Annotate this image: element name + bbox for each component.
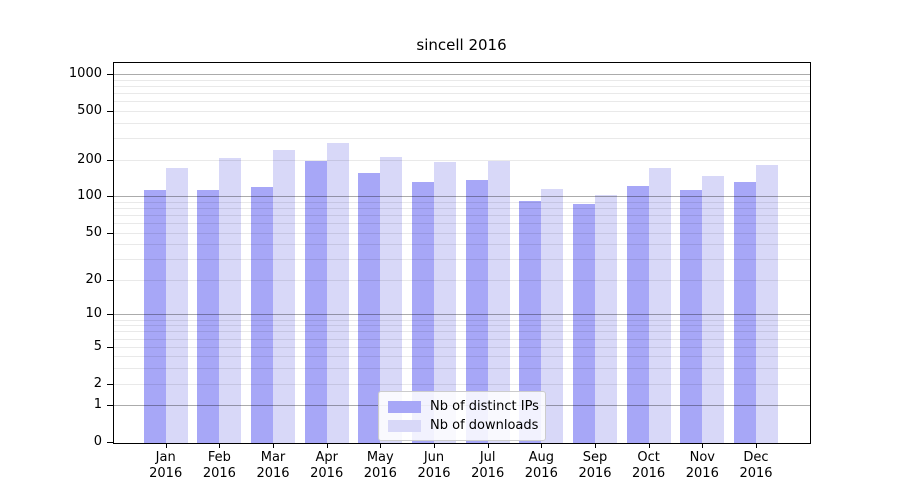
y-tick-label-100: 100 (77, 188, 102, 204)
bar-ips-nov (680, 189, 703, 443)
y-tick-label-1: 1 (93, 397, 102, 413)
x-tick-mark-feb (219, 444, 221, 448)
y-tick-label-5: 5 (93, 338, 102, 354)
x-tick-label-feb: Feb 2016 (202, 450, 236, 481)
y-tick-label-10: 10 (85, 306, 102, 322)
legend-label-distinct-ips: Nb of distinct IPs (430, 399, 539, 414)
bar-ips-jan (143, 190, 166, 443)
bar-downloads-jun (434, 161, 456, 443)
x-tick-label-may: May 2016 (363, 450, 397, 481)
y-tick-label-20: 20 (85, 272, 102, 287)
y-tick-mark-500 (107, 111, 113, 113)
bar-downloads-jan (165, 168, 188, 443)
x-tick-label-jun: Jun 2016 (417, 450, 451, 481)
legend-swatch-distinct-ips (388, 400, 421, 413)
x-tick-label-sep: Sep 2016 (578, 450, 612, 481)
x-tick-label-dec: Dec 2016 (739, 450, 773, 481)
y-tick-mark-100 (107, 196, 113, 198)
bar-downloads-apr (326, 142, 349, 443)
bar-downloads-nov (702, 175, 725, 443)
bar-ips-jun (412, 182, 434, 443)
bar-downloads-may (380, 156, 403, 443)
y-tick-label-500: 500 (77, 103, 102, 119)
bar-ips-apr (304, 161, 327, 443)
bar-downloads-feb (219, 158, 242, 443)
legend-label-downloads: Nb of downloads (430, 418, 539, 433)
x-tick-label-oct: Oct 2016 (632, 450, 666, 481)
x-tick-mark-dec (756, 444, 757, 448)
bars-layer (114, 63, 810, 443)
x-tick-mark-mar (273, 444, 274, 448)
bar-ips-jul (465, 180, 488, 443)
bar-ips-feb (197, 189, 220, 443)
x-tick-mark-oct (648, 444, 650, 448)
x-tick-label-jan: Jan 2016 (149, 450, 183, 481)
bar-downloads-mar (273, 150, 295, 443)
bar-ips-may (358, 173, 381, 443)
y-tick-mark-10 (107, 314, 113, 316)
y-tick-label-0: 0 (93, 434, 102, 450)
y-tick-mark-1000 (107, 74, 113, 76)
x-tick-label-nov: Nov 2016 (685, 450, 719, 481)
x-tick-mark-sep (595, 444, 596, 448)
bar-ips-sep (573, 203, 595, 443)
legend-swatch-downloads (388, 419, 421, 432)
x-tick-mark-jun (434, 444, 435, 448)
chart-title: sincell 2016 (416, 36, 507, 54)
x-tick-mark-apr (326, 444, 328, 448)
y-tick-label-1000: 1000 (68, 66, 102, 82)
y-tick-mark-200 (107, 159, 113, 161)
legend-entry-downloads: Nb of downloads (388, 417, 539, 434)
x-tick-mark-jan (165, 444, 167, 448)
y-tick-mark-5 (107, 346, 113, 348)
x-tick-mark-may (380, 444, 382, 448)
x-tick-mark-jul (487, 444, 489, 448)
bar-downloads-dec (756, 165, 778, 443)
x-tick-label-mar: Mar 2016 (256, 450, 290, 481)
bar-ips-mar (251, 186, 273, 443)
bar-downloads-sep (595, 194, 617, 443)
x-tick-label-jul: Jul 2016 (471, 450, 505, 481)
y-tick-mark-20 (107, 280, 113, 281)
legend: Nb of distinct IPs Nb of downloads (378, 391, 546, 441)
bar-ips-dec (734, 182, 756, 443)
bar-downloads-oct (648, 167, 671, 443)
bar-downloads-aug (541, 188, 564, 443)
x-tick-mark-nov (702, 444, 704, 448)
y-tick-mark-50 (107, 232, 113, 234)
y-tick-mark-0 (107, 442, 113, 444)
bar-downloads-jul (487, 161, 510, 443)
y-tick-label-200: 200 (77, 151, 102, 167)
y-tick-mark-2 (107, 383, 113, 385)
x-tick-label-aug: Aug 2016 (524, 450, 558, 481)
legend-entry-distinct-ips: Nb of distinct IPs (388, 398, 539, 415)
bar-ips-oct (626, 186, 649, 443)
x-tick-label-apr: Apr 2016 (310, 450, 344, 481)
plot-area (113, 62, 811, 444)
y-tick-label-50: 50 (85, 224, 102, 240)
y-tick-mark-1 (107, 405, 113, 407)
y-tick-label-2: 2 (93, 375, 102, 391)
x-tick-mark-aug (541, 444, 543, 448)
bar-ips-aug (519, 201, 542, 443)
